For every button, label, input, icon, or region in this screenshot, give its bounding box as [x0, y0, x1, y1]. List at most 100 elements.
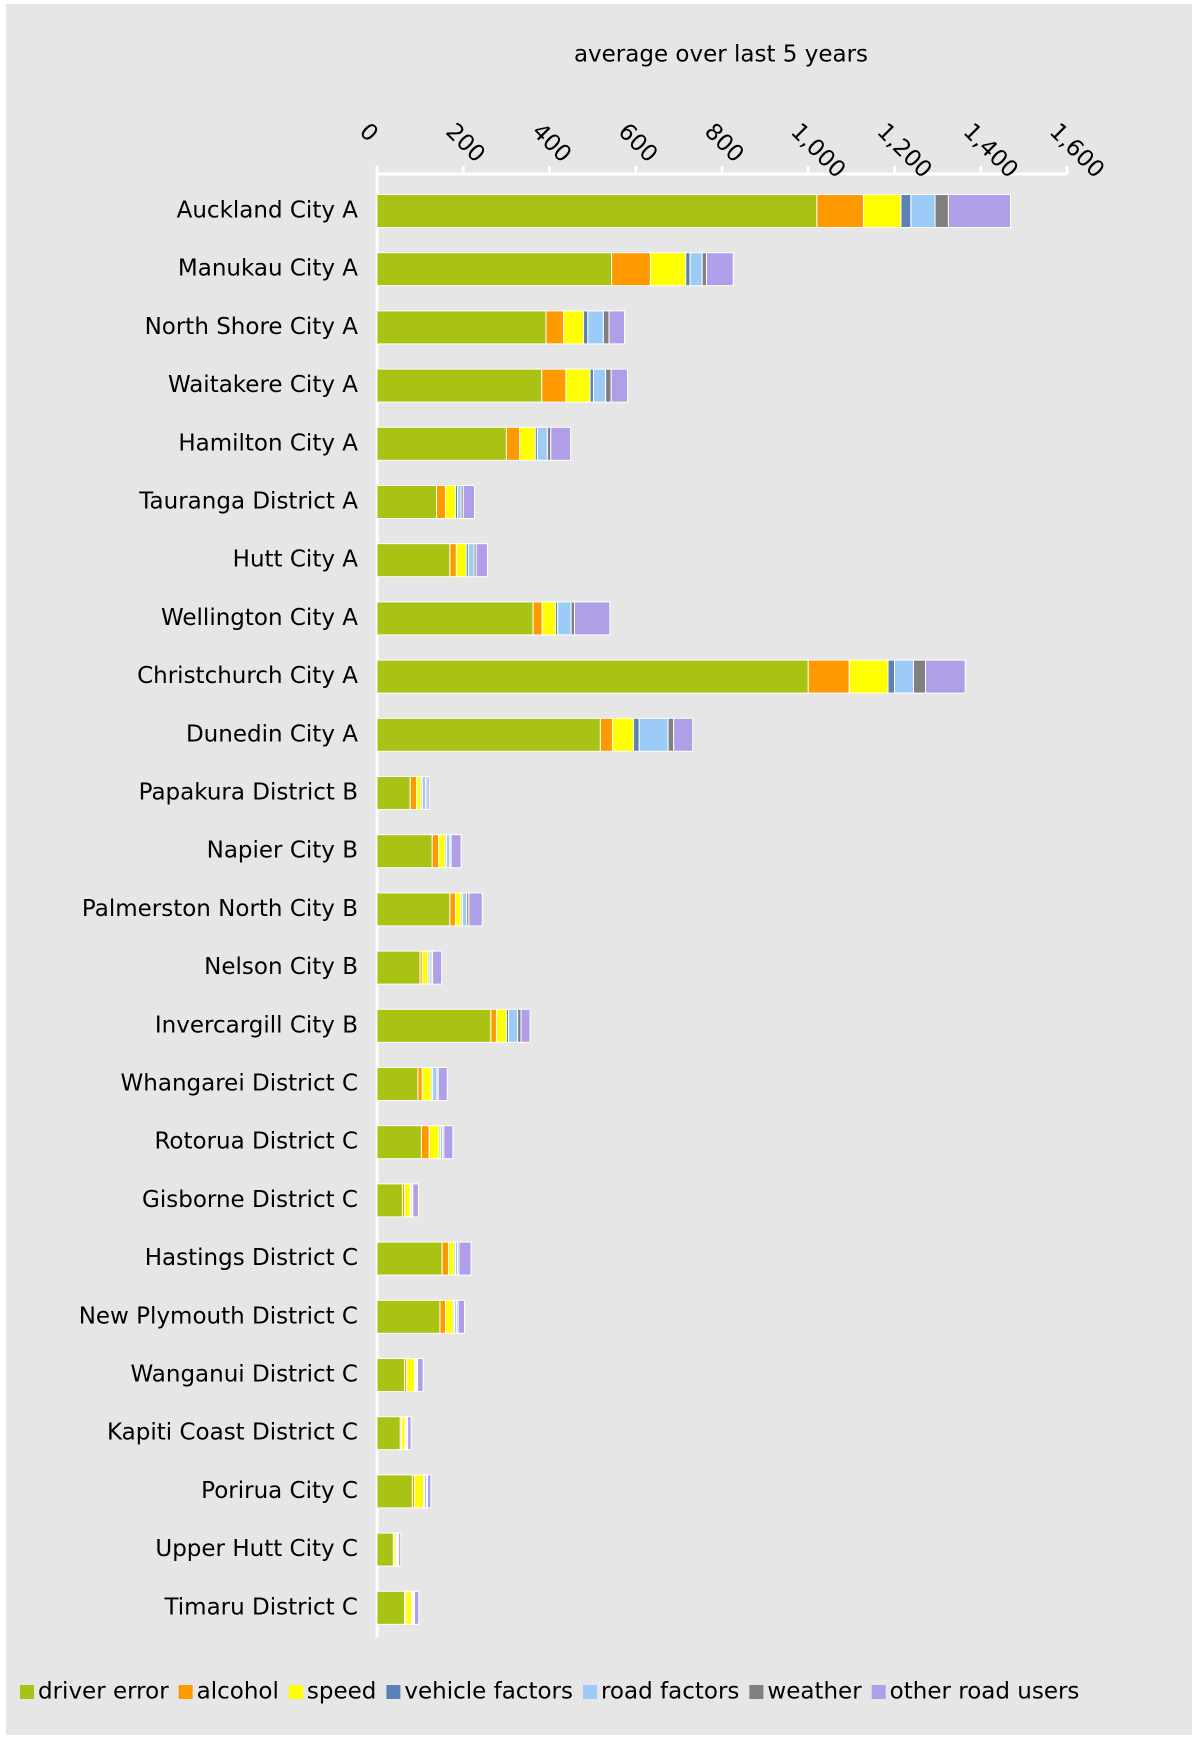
bar-segment: [376, 252, 613, 287]
y-tick-label: Christchurch City A: [137, 663, 358, 689]
bar-segment: [925, 659, 966, 694]
bar-segment: [376, 776, 411, 810]
bar-segment: [450, 834, 462, 869]
bar-segment: [405, 1590, 412, 1625]
bar-segment: [376, 1358, 406, 1392]
bar-segment: [426, 776, 430, 810]
y-tick-label: Porirua City C: [201, 1478, 358, 1504]
bar-segment: [910, 194, 936, 228]
legend-label: speed: [307, 1679, 376, 1705]
bar-segment: [592, 368, 607, 403]
bar-segment: [438, 834, 446, 869]
bar-segment: [583, 310, 589, 345]
legend-label: weather: [767, 1679, 862, 1705]
bar-segment: [912, 659, 927, 694]
legend-swatch: [749, 1685, 764, 1699]
bar-segment: [495, 1008, 507, 1043]
bar-segment: [414, 1590, 420, 1625]
y-tick-label: Gisborne District C: [142, 1187, 358, 1213]
bar-segment: [455, 543, 467, 578]
y-tick-label: New Plymouth District C: [79, 1303, 358, 1329]
bar-segment: [409, 776, 418, 810]
bar-segment: [445, 1299, 454, 1334]
bar-segment: [689, 252, 703, 287]
bar-segment: [563, 310, 585, 345]
bar-segment: [401, 1416, 406, 1451]
y-tick-label: Waitakere City A: [168, 372, 358, 398]
bar-segment: [376, 601, 534, 636]
bar-segment: [458, 1241, 472, 1276]
y-tick-label: Tauranga District A: [138, 489, 358, 515]
bar-segment: [376, 426, 507, 461]
y-tick-label: Rotorua District C: [154, 1129, 358, 1155]
bar-segment: [517, 1008, 522, 1043]
bar-segment: [437, 1067, 448, 1101]
y-tick-label: Papakura District B: [139, 780, 358, 806]
bar-segment: [667, 717, 675, 752]
bar-segment: [947, 194, 1012, 228]
bar-segment: [376, 368, 543, 403]
bar-segment: [376, 1008, 492, 1043]
bar-segment: [376, 1416, 401, 1451]
bar-segment: [545, 310, 565, 345]
bar-segment: [421, 1067, 432, 1101]
bar-segment: [416, 776, 422, 810]
bar-segment: [428, 1125, 440, 1160]
bar-segment: [848, 659, 889, 694]
bar-segment: [570, 601, 576, 636]
bar-segment: [449, 892, 456, 927]
bar-segment: [536, 426, 548, 461]
legend-swatch: [288, 1685, 303, 1699]
bar-segment: [900, 194, 912, 228]
bar-segment: [462, 485, 475, 519]
chart-background: [6, 4, 1192, 1735]
bar-segment: [587, 310, 604, 345]
y-tick-label: Nelson City B: [204, 954, 358, 980]
y-tick-label: Manukau City A: [178, 256, 358, 282]
bar-segment: [439, 1299, 447, 1334]
bar-segment: [505, 426, 521, 461]
bar-segment: [376, 310, 547, 345]
bar-segment: [421, 776, 427, 810]
bar-segment: [934, 194, 949, 228]
bar-segment: [407, 1416, 412, 1451]
bar-segment: [649, 252, 687, 287]
y-tick-label: Wellington City A: [161, 605, 358, 631]
bar-segment: [611, 252, 651, 287]
bar-segment: [673, 717, 694, 752]
bar-segment: [490, 1008, 497, 1043]
bar-segment: [557, 601, 572, 636]
bar-segment: [376, 1241, 443, 1276]
legend-label: alcohol: [197, 1679, 279, 1705]
bar-segment: [468, 892, 483, 927]
bar-segment: [404, 1183, 411, 1218]
y-tick-label: Napier City B: [207, 838, 358, 864]
legend-swatch: [386, 1685, 401, 1699]
bar-segment: [432, 1067, 438, 1101]
bar-segment: [532, 601, 543, 636]
bar-segment: [574, 601, 611, 636]
y-tick-label: Timaru District C: [163, 1594, 358, 1620]
bar-segment: [376, 717, 601, 752]
bar-segment: [605, 368, 612, 403]
bar-segment: [602, 310, 610, 345]
bar-segment: [887, 659, 895, 694]
bar-segment: [436, 485, 447, 519]
legend-label: vehicle factors: [404, 1679, 573, 1705]
bar-segment: [541, 368, 567, 403]
bar-segment: [565, 368, 591, 403]
bar-segment: [862, 194, 902, 228]
bar-segment: [457, 1299, 466, 1334]
bar-segment: [417, 1067, 423, 1101]
legend-swatch: [582, 1685, 597, 1699]
bar-segment: [376, 1590, 406, 1625]
bar-segment: [599, 717, 613, 752]
bar-segment: [431, 834, 440, 869]
y-tick-label: North Shore City A: [145, 314, 359, 340]
bar-segment: [448, 1241, 455, 1276]
bar-segment: [414, 1474, 425, 1509]
legend-label: other road users: [890, 1679, 1080, 1705]
bar-segment: [426, 1474, 432, 1509]
y-tick-label: Whangarei District C: [121, 1071, 358, 1097]
